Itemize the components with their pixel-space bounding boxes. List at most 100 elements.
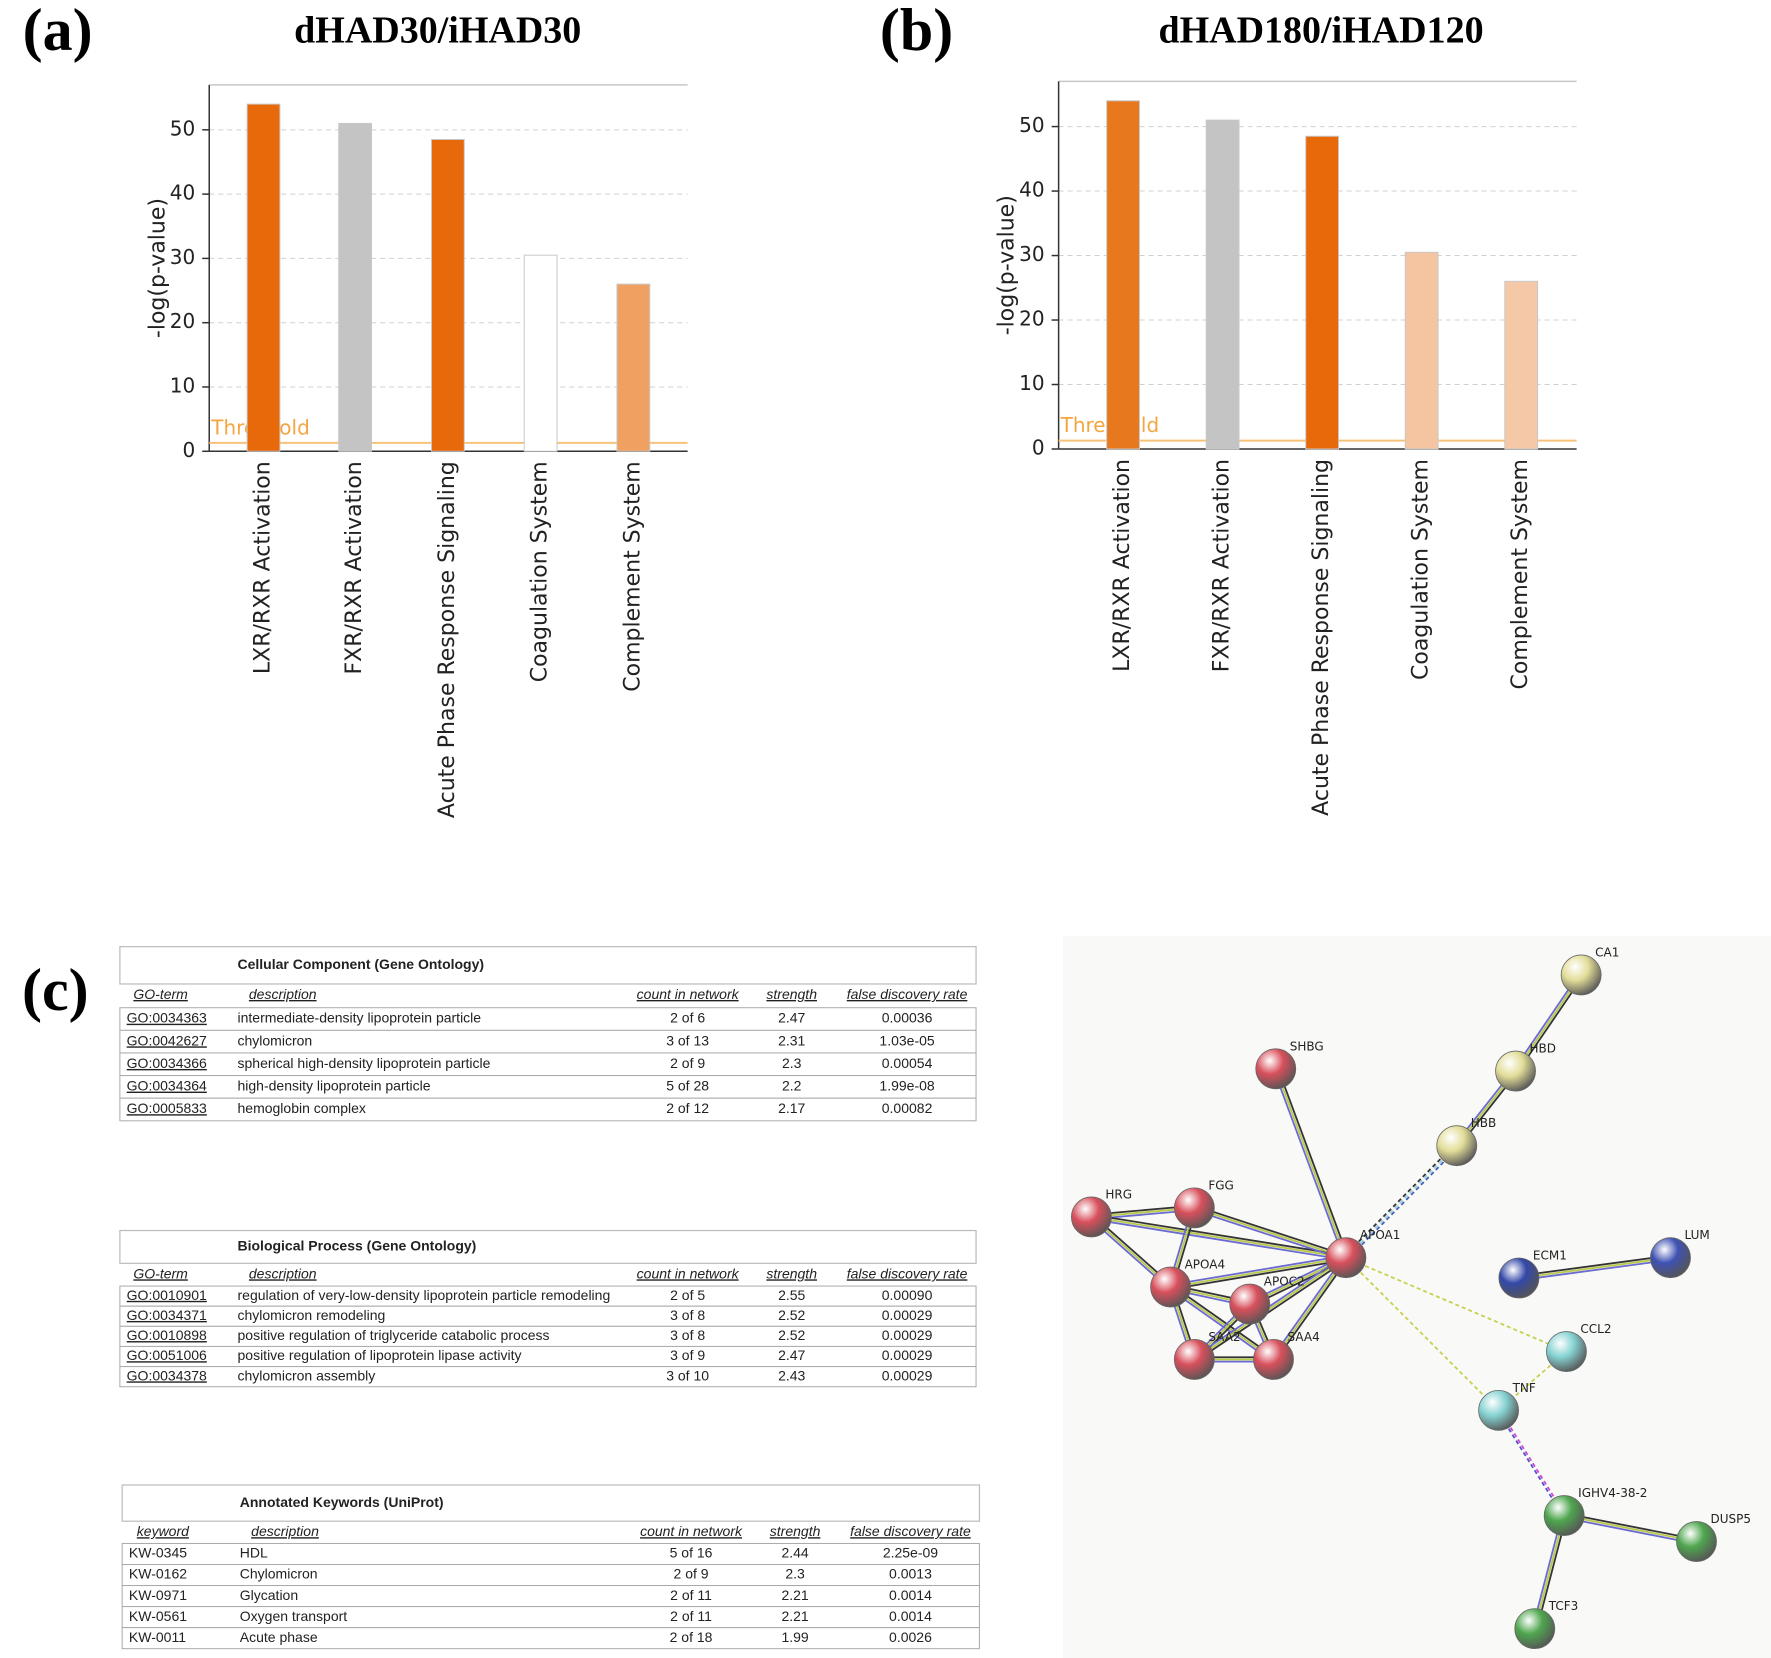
table-cell: 2.47 [778, 1010, 805, 1026]
chart-title: dHAD180/iHAD120 [1158, 10, 1483, 52]
y-tick-label: 0 [183, 438, 196, 462]
network-node [1478, 1389, 1519, 1431]
table-title: Annotated Keywords (UniProt) [240, 1494, 444, 1510]
node-label: APOA1 [1360, 1228, 1401, 1242]
node-label: SAA2 [1208, 1330, 1240, 1344]
table-header: description [249, 986, 317, 1002]
x-tick-label: FXR/RXR Activation [342, 461, 367, 674]
table-cell: chylomicron remodeling [238, 1307, 386, 1323]
table-cell: 0.0014 [889, 1587, 932, 1603]
network-edge [1274, 1068, 1347, 1258]
node-label: LUM [1684, 1228, 1709, 1242]
network-edge [1091, 1216, 1347, 1259]
table-header: GO-term [133, 986, 188, 1002]
x-tick-label: LXR/RXR Activation [251, 461, 276, 674]
table-cell: 2 of 6 [670, 1010, 705, 1026]
table-cell: 5 of 28 [666, 1078, 709, 1094]
network-node [1676, 1521, 1717, 1562]
x-tick-label: Coagulation System [1409, 459, 1434, 680]
table-cell: 1.99e-08 [879, 1078, 934, 1094]
network-node [1071, 1196, 1112, 1238]
table-cell: Chylomicron [240, 1566, 318, 1582]
network-node [1150, 1266, 1191, 1308]
network-edge [1272, 1257, 1347, 1360]
panel-label: (c) [22, 957, 89, 1023]
table-cell: Oxygen transport [240, 1608, 347, 1624]
table-cell: 3 of 8 [670, 1307, 705, 1323]
y-tick-label: 10 [1019, 371, 1044, 395]
network-edge [1343, 1143, 1456, 1257]
table-cell: 2.25e-09 [883, 1545, 938, 1561]
table-cell: regulation of very-low-density lipoprote… [238, 1287, 611, 1303]
node-label: HRG [1105, 1187, 1132, 1201]
node-label: DUSP5 [1711, 1512, 1752, 1526]
node-label: HBB [1471, 1116, 1497, 1130]
network-node [1546, 1331, 1587, 1372]
table-cell: spherical high-density lipoprotein parti… [238, 1055, 491, 1071]
table-cell: chylomicron [238, 1032, 313, 1048]
term-id: GO:0010898 [127, 1327, 207, 1343]
node-label: TCF3 [1548, 1599, 1579, 1613]
term-id: KW-0971 [129, 1587, 187, 1603]
x-tick-label: Acute Phase Response Signaling [435, 461, 460, 818]
y-tick-label: 20 [170, 309, 195, 333]
network-edge [1194, 1204, 1347, 1257]
table-cell: 2 of 18 [670, 1629, 713, 1645]
node-label: APOC2 [1264, 1275, 1305, 1289]
table-header: strength [766, 1265, 817, 1281]
network-edge [1345, 1257, 1500, 1411]
network-edge [1518, 1254, 1671, 1277]
table-cell: 2.55 [778, 1287, 805, 1303]
bar [1205, 119, 1240, 450]
table-cell: 2.21 [781, 1587, 808, 1603]
node-label: IGHV4-38-2 [1578, 1486, 1647, 1500]
table-header: count in network [637, 1265, 740, 1281]
table-header: false discovery rate [847, 986, 968, 1002]
network-node [1495, 1050, 1536, 1092]
table-cell: 3 of 8 [670, 1327, 705, 1343]
table-title: Cellular Component (Gene Ontology) [238, 956, 485, 972]
y-tick-label: 30 [1019, 242, 1044, 266]
term-id: GO:0034366 [127, 1055, 207, 1071]
table-cell: positive regulation of triglyceride cata… [238, 1327, 550, 1343]
network-node [1255, 1048, 1297, 1090]
network-node [1173, 1187, 1215, 1229]
network-edge [1170, 1254, 1346, 1286]
table-title-box [121, 1484, 981, 1522]
y-tick-label: 0 [1032, 436, 1045, 460]
node-label: SAA4 [1288, 1330, 1320, 1344]
table-header: strength [766, 986, 817, 1002]
table-cell: 1.99 [781, 1629, 808, 1645]
table-cell: 2.3 [782, 1055, 802, 1071]
table-cell: hemoglobin complex [238, 1100, 366, 1116]
node-label: CCL2 [1580, 1322, 1611, 1336]
x-tick-label: Complement System [620, 461, 645, 691]
table-row [119, 1097, 977, 1122]
table-cell: 3 of 9 [670, 1347, 705, 1363]
table-cell: 1.03e-05 [879, 1032, 934, 1048]
network-edge [1090, 1218, 1346, 1261]
node-label: CA1 [1595, 945, 1619, 959]
network-edge [1168, 1288, 1273, 1362]
table-title-box [119, 946, 977, 985]
node-label: ECM1 [1533, 1249, 1567, 1263]
table-cell: 3 of 13 [666, 1032, 709, 1048]
x-tick-label: LXR/RXR Activation [1110, 459, 1135, 672]
table-cell: 0.0014 [889, 1608, 932, 1624]
network-edge [1194, 1207, 1347, 1259]
table-cell: 0.0013 [889, 1566, 932, 1582]
table-cell: 2.43 [778, 1367, 805, 1383]
term-id: GO:0034364 [127, 1078, 207, 1094]
bar [1305, 135, 1340, 450]
table-cell: 2.3 [785, 1566, 805, 1582]
y-tick-label: 30 [170, 245, 195, 269]
table-header: description [251, 1523, 319, 1539]
network-edge [1270, 1255, 1345, 1359]
x-tick-label: Complement System [1508, 459, 1533, 689]
network-edge [1091, 1213, 1347, 1257]
bar [1504, 280, 1539, 450]
network-edge [1170, 1256, 1347, 1288]
table-cell: positive regulation of lipoprotein lipas… [238, 1347, 522, 1363]
table-cell: 2 of 5 [670, 1287, 705, 1303]
